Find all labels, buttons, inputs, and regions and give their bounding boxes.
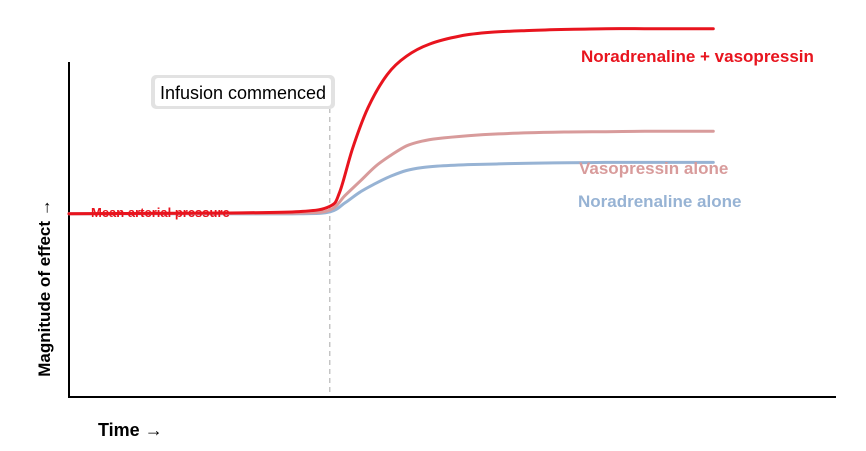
infusion-annotation: Infusion commenced bbox=[151, 75, 335, 109]
series-label-vasopressin: Vasopressin alone bbox=[579, 159, 728, 178]
infusion-annotation-text: Infusion commenced bbox=[160, 83, 326, 103]
series-label-noradrenaline-vasopressin: Noradrenaline + vasopressin bbox=[581, 47, 814, 66]
mean-arterial-pressure-label: Mean arterial pressure bbox=[91, 205, 230, 220]
y-axis-title: Magnitude of effect → bbox=[35, 199, 54, 377]
series-label-noradrenaline: Noradrenaline alone bbox=[578, 192, 741, 211]
series-line-noradrenaline-vasopressin bbox=[67, 27, 715, 216]
series-group bbox=[67, 27, 715, 216]
x-axis-title: Time → bbox=[98, 420, 163, 440]
